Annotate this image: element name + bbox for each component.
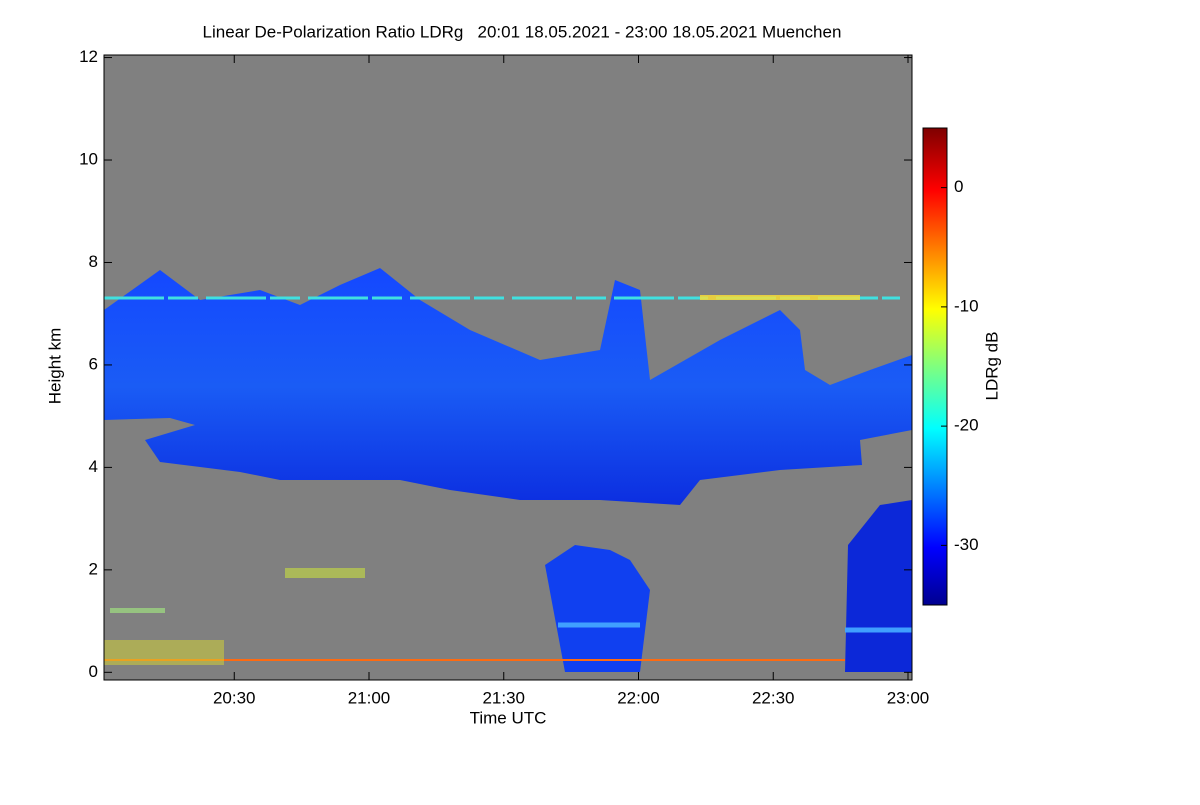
colorbar-label: LDRg dB [982,332,1001,401]
y-tick-label: 12 [79,47,98,66]
x-tick-label: 21:30 [482,688,525,707]
y-tick-label: 10 [79,150,98,169]
x-tick-label: 22:30 [752,688,795,707]
cloud-layer [104,268,912,505]
noise-speckle [700,295,860,300]
noise-speckle [104,640,224,665]
y-tick-label: 6 [89,354,98,373]
y-tick-label: 8 [89,252,98,271]
x-tick-label: 20:30 [213,688,256,707]
colorbar [922,127,948,606]
colorbar-tick-label: -10 [954,296,979,315]
colorbar-tick-label: 0 [954,177,963,196]
y-tick-label: 2 [89,559,98,578]
x-tick-label: 22:00 [617,688,660,707]
chart-title: Linear De-Polarization Ratio LDRg 20:01 … [203,22,842,41]
plot-frame [103,54,913,681]
cloud-plume [545,545,650,672]
heatmap [104,55,912,680]
y-tick-label: 4 [89,457,98,476]
y-axis-label: Height km [45,328,64,405]
noise-speckle [285,568,365,578]
y-tick-label: 0 [89,662,98,681]
x-tick-label: 23:00 [887,688,930,707]
colorbar-tick-label: -20 [954,416,979,435]
noise-speckle [110,608,165,613]
colorbar-tick-label: -30 [954,535,979,554]
x-axis-label: Time UTC [470,708,547,727]
x-tick-label: 21:00 [348,688,391,707]
